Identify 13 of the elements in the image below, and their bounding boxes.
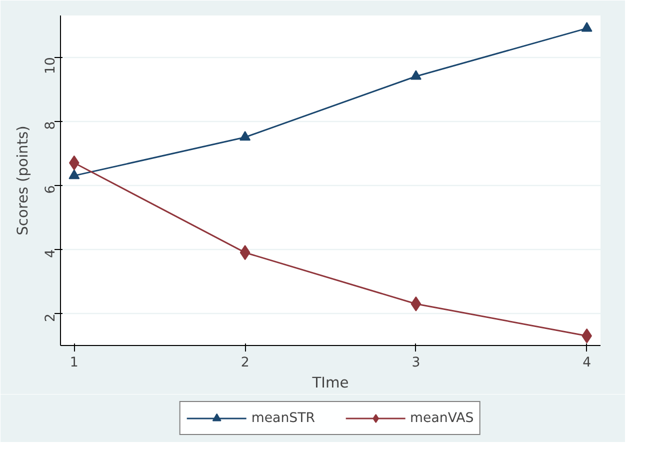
y-tick-label: 6 xyxy=(44,185,58,194)
x-axis-title: TIme xyxy=(311,374,349,392)
legend-label: meanVAS xyxy=(410,410,474,426)
y-tick-label: 2 xyxy=(44,313,58,322)
legend-label: meanSTR xyxy=(251,410,316,426)
y-tick-label: 4 xyxy=(44,249,58,258)
x-tick-label: 4 xyxy=(582,356,592,370)
y-tick-label: 10 xyxy=(44,57,58,74)
y-tick-label: 8 xyxy=(44,121,58,130)
x-tick-label: 2 xyxy=(240,356,250,370)
x-tick-label: 3 xyxy=(412,356,420,370)
y-axis-title: Scores (points) xyxy=(14,126,32,236)
x-tick-label: 1 xyxy=(70,356,78,370)
